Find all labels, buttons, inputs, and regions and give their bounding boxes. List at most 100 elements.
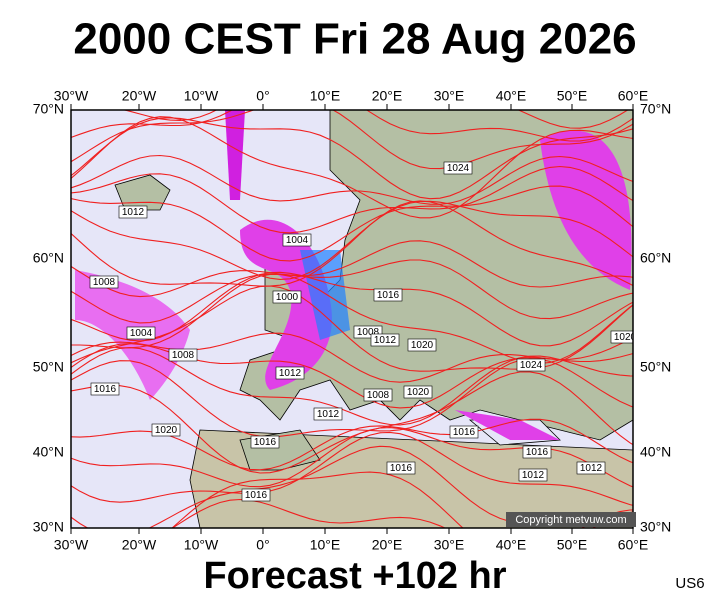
latitude-label-right: 30°N	[640, 519, 671, 535]
isobar-label: 1016	[245, 490, 268, 501]
isobar-label-box	[126, 326, 156, 340]
isobar-label: 1016	[526, 447, 549, 458]
isobar-label-box	[449, 425, 479, 439]
isobar-label: 1012	[317, 409, 340, 420]
isobar	[71, 343, 633, 409]
isobar-label-box	[407, 338, 437, 352]
isobar-label-box	[275, 366, 305, 380]
footer: Forecast +102 hr	[203, 555, 506, 597]
isobar	[71, 285, 633, 372]
latitude-label-left: 70°N	[33, 101, 64, 117]
isobar	[71, 271, 633, 347]
isobar	[71, 240, 633, 298]
longitude-label-bottom: 10°W	[184, 537, 219, 553]
isobar-label-box	[118, 205, 148, 219]
isobar-label-box	[313, 407, 343, 421]
isobar-label: 1008	[172, 350, 195, 361]
isobar	[71, 200, 633, 287]
map-frame	[70, 109, 634, 529]
longitude-label-bottom: 40°E	[496, 537, 527, 553]
longitude-label-bottom: 10°E	[310, 537, 341, 553]
isobars	[71, 110, 633, 528]
precip-band	[540, 130, 632, 290]
isobar	[71, 427, 633, 488]
precip-core	[300, 250, 350, 340]
longitude-label-bottom: 20°W	[122, 537, 157, 553]
isobar-label: 1020	[155, 425, 178, 436]
isobar-label: 1016	[453, 427, 476, 438]
title: 2000 CEST Fri 28 Aug 2026	[73, 15, 636, 64]
isobar	[71, 347, 633, 426]
isobar-label: 1004	[286, 235, 309, 246]
isobar-label: 1008	[357, 327, 380, 338]
isobar-label-box	[386, 461, 416, 475]
isobar	[71, 117, 633, 200]
isobar	[71, 110, 633, 170]
isobar	[71, 200, 633, 280]
isobar-label-box	[151, 423, 181, 437]
longitude-label-top: 30°W	[54, 88, 89, 104]
isobar	[71, 185, 633, 262]
model-label: US6	[675, 575, 704, 592]
isobar-label: 1012	[279, 368, 302, 379]
isobar-label: 1008	[93, 277, 116, 288]
isobar-label-box	[272, 290, 302, 304]
map-area: 1012100810041008101610201016101610041000…	[71, 110, 637, 528]
isobar-label-box	[370, 333, 400, 347]
isobar	[71, 165, 633, 234]
isobar-label: 1020	[407, 387, 430, 398]
longitude-label-bottom: 20°E	[372, 537, 403, 553]
isobar-label-box	[241, 488, 271, 502]
copyright-box	[506, 512, 636, 527]
isobar-label-box	[610, 330, 633, 344]
isobar	[171, 498, 633, 528]
isobar	[71, 259, 633, 324]
longitude-label-top: 20°E	[372, 88, 403, 104]
longitude-label-top: 20°W	[122, 88, 157, 104]
copyright: Copyright metvuw.com	[515, 514, 626, 526]
longitude-label-top: 50°E	[557, 88, 588, 104]
isobar-label: 1004	[130, 328, 153, 339]
longitude-label-bottom: 30°E	[434, 537, 465, 553]
isobar	[71, 116, 633, 219]
isobar-label: 1000	[276, 292, 299, 303]
isobar	[71, 431, 633, 506]
latitude-label-right: 70°N	[640, 101, 671, 117]
isobar-label-box	[518, 468, 548, 482]
isobar-label-box	[443, 161, 473, 175]
longitude-label-top: 40°E	[496, 88, 527, 104]
isobar	[71, 154, 633, 205]
isobar-label: 1016	[377, 290, 400, 301]
longitude-label-top: 30°E	[434, 88, 465, 104]
isobar-label-box	[363, 388, 393, 402]
isobar	[171, 471, 633, 528]
isobar-label-box	[89, 275, 119, 289]
isobar-label-box	[576, 461, 606, 475]
isobar-label-box	[90, 382, 120, 396]
isobar-label-box	[282, 233, 312, 247]
isobar-label-box	[168, 348, 198, 362]
latitude-label-right: 60°N	[640, 250, 671, 266]
isobar-label: 1012	[522, 470, 545, 481]
isobar-label-box	[403, 385, 433, 399]
isobar	[71, 110, 633, 142]
longitude-label-top: 0°	[256, 88, 269, 104]
latitude-label-left: 50°N	[33, 359, 64, 375]
isobar-label: 1024	[520, 360, 543, 371]
isobar-label: 1016	[390, 463, 413, 474]
isobar-label-box	[373, 288, 403, 302]
latitude-label-left: 60°N	[33, 250, 64, 266]
isobar-label: 1012	[374, 335, 397, 346]
longitude-label-top: 10°W	[184, 88, 219, 104]
isobar-label-box	[516, 358, 546, 372]
isobar-label: 1024	[447, 163, 470, 174]
precip-band	[455, 410, 560, 440]
precip-band	[225, 110, 245, 200]
isobar-label: 1008	[367, 390, 390, 401]
longitude-label-top: 60°E	[618, 88, 649, 104]
isobar-label: 1012	[122, 207, 145, 218]
isobar-label: 1020	[614, 332, 637, 343]
longitude-label-bottom: 0°	[256, 537, 269, 553]
